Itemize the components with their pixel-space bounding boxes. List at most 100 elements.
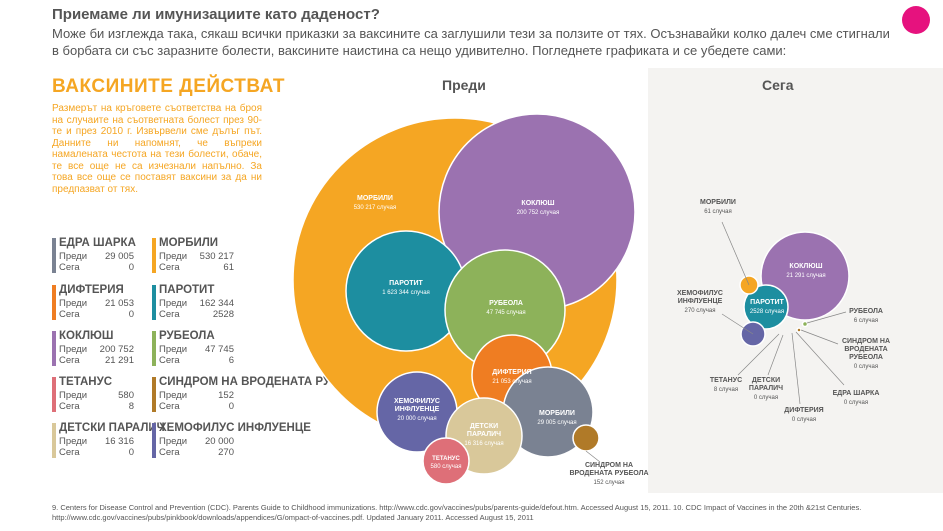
leader-line-now-measles (721, 221, 750, 286)
before-label-hib: ХЕМОФИЛУС ИНФЛУЕНЦЕ 20 000 случая (394, 398, 440, 422)
before-label: Преди (59, 298, 88, 309)
leader-line-now-diphtheria (791, 332, 801, 405)
before-label: Преди (59, 344, 88, 355)
before-label-rubella: РУБЕОЛА 47 745 случая (486, 300, 525, 316)
now-label: Сега (159, 262, 180, 273)
footer-references: 9. Centers for Disease Control and Preve… (52, 503, 912, 523)
legend-item-mumps: ПАРОТИТ Преди 162 344 Сега 2528 (152, 284, 292, 329)
leader-line-now-rubella (806, 311, 847, 324)
before-label-diphtheria: ДИФТЕРИЯ 21 053 случая (492, 369, 531, 385)
before-value: 16 316 (104, 436, 134, 447)
now-value: 2528 (212, 309, 234, 320)
before-label: Преди (159, 344, 188, 355)
leader-line-now-crs (800, 329, 839, 345)
legend-disease-name: ПАРОТИТ (159, 284, 215, 296)
page-title: Приемаме ли имунизациите като даденост? (52, 6, 380, 23)
footer-line: 9. Centers for Disease Control and Preve… (52, 503, 862, 512)
before-value: 580 (118, 390, 134, 401)
now-value: 0 (228, 401, 234, 412)
before-label-smallpox: МОРБИЛИ 29 005 случая (537, 410, 576, 426)
now-label: Сега (59, 262, 80, 273)
before-label: Преди (59, 390, 88, 401)
now-value: 21 291 (104, 355, 134, 366)
now-label: Сега (159, 401, 180, 412)
now-label-hib: ХЕМОФИЛУС ИНФЛУЕНЦЕ 270 случая (677, 290, 723, 314)
disease-legend: ЕДРА ШАРКА Преди 29 005 Сега 0 МОРБИЛИ Преди 53… (52, 237, 371, 468)
before-value: 20 000 (204, 436, 234, 447)
legend-item-hib: ХЕМОФИЛУС ИНФЛУЕНЦЕ Преди 20 000 Сега 270 (152, 422, 311, 467)
brand-dot-icon (902, 6, 930, 34)
now-label: Сега (59, 401, 80, 412)
header: Приемаме ли имунизациите като даденост? … (52, 6, 892, 59)
now-label-crs: СИНДРОМ НА ВРОДЕНАТА РУБЕОЛА 0 случая (842, 338, 890, 370)
side-description: Размерът на кръговете съответства на бро… (52, 103, 262, 195)
legend-item-crs: СИНДРОМ НА ВРОДЕНАТА РУБЕОЛА Преди 152 Сега… (152, 376, 371, 421)
now-bubble-rubella (801, 320, 809, 328)
now-value: 0 (128, 309, 134, 320)
now-value: 6 (228, 355, 234, 366)
legend-item-pertussis: КОКЛЮШ Преди 200 752 Сега 21 291 (52, 330, 192, 375)
legend-disease-name: МОРБИЛИ (159, 237, 219, 249)
leader-line-now-smallpox (795, 331, 845, 386)
legend-disease-name: КОКЛЮШ (59, 330, 114, 342)
before-label: Преди (59, 251, 88, 262)
before-value: 162 344 (199, 298, 234, 309)
now-label-diphtheria: ДИФТЕРИЯ 0 случая (784, 407, 823, 423)
legend-disease-name: ТЕТАНУС (59, 376, 113, 388)
legend-item-polio: ДЕТСКИ ПАРАЛИЧ Преди 16 316 Сега 0 (52, 422, 192, 467)
legend-color-swatch (152, 331, 156, 366)
before-label-polio: ДЕТСКИ ПАРАЛИЧ 16 316 случая (464, 423, 503, 447)
now-label: Сега (159, 355, 180, 366)
legend-color-swatch (152, 238, 156, 273)
legend-color-swatch (52, 238, 56, 273)
now-label: Сега (59, 309, 80, 320)
now-label-smallpox: ЕДРА ШАРКА 0 случая (833, 390, 880, 406)
now-label-mumps: ПАРОТИТ 2528 случая (750, 299, 785, 315)
now-label-rubella: РУБЕОЛА 6 случая (849, 308, 883, 324)
before-label-tetanus: ТЕТАНУС 580 случая (431, 456, 462, 470)
now-bubble-crs (796, 327, 802, 333)
before-label-measles: МОРБИЛИ 530 217 случая (354, 195, 397, 211)
side-title: ВАКСИНИТЕ ДЕЙСТВАТ (52, 76, 286, 97)
before-value: 530 217 (199, 251, 234, 262)
legend-item-diphtheria: ДИФТЕРИЯ Преди 21 053 Сега 0 (52, 284, 192, 329)
before-chart-title: Преди (442, 77, 486, 93)
legend-color-swatch (152, 423, 156, 458)
leader-line-now-hib (721, 313, 754, 335)
before-bubble-tetanus (422, 437, 470, 485)
now-label-polio: ДЕТСКИ ПАРАЛИЧ 0 случая (749, 377, 783, 401)
before-label: Преди (159, 390, 188, 401)
before-value: 29 005 (104, 251, 134, 262)
before-label: Преди (159, 251, 188, 262)
legend-color-swatch (52, 331, 56, 366)
leader-line-now-tetanus (737, 333, 780, 376)
legend-disease-name: РУБЕОЛА (159, 330, 215, 342)
leader-line-before-crs (585, 450, 601, 463)
before-value: 152 (218, 390, 234, 401)
now-value: 0 (128, 262, 134, 273)
now-label-measles: МОРБИЛИ 61 случая (700, 199, 736, 215)
now-label: Сега (159, 309, 180, 320)
legend-disease-name: ДИФТЕРИЯ (59, 284, 124, 296)
before-value: 47 745 (204, 344, 234, 355)
legend-color-swatch (152, 285, 156, 320)
now-label: Сега (59, 355, 80, 366)
now-chart-title: Сега (762, 77, 794, 93)
legend-item-smallpox: ЕДРА ШАРКА Преди 29 005 Сега 0 (52, 237, 192, 282)
legend-item-measles: МОРБИЛИ Преди 530 217 Сега 61 (152, 237, 292, 282)
legend-disease-name: ЕДРА ШАРКА (59, 237, 136, 249)
now-value: 8 (128, 401, 134, 412)
before-label: Преди (159, 436, 188, 447)
before-label: Преди (159, 298, 188, 309)
legend-color-swatch (52, 377, 56, 412)
now-bubble-mumps (743, 284, 789, 330)
before-label-mumps: ПАРОТИТ 1 623 344 случая (382, 280, 430, 296)
now-value: 61 (223, 262, 234, 273)
legend-disease-name: ХЕМОФИЛУС ИНФЛУЕНЦЕ (159, 422, 311, 434)
before-label: Преди (59, 436, 88, 447)
legend-color-swatch (52, 285, 56, 320)
before-label-pertussis: КОКЛЮШ 200 752 случая (517, 200, 560, 216)
leader-line-now-polio (767, 334, 784, 376)
legend-item-tetanus: ТЕТАНУС Преди 580 Сега 8 (52, 376, 192, 421)
